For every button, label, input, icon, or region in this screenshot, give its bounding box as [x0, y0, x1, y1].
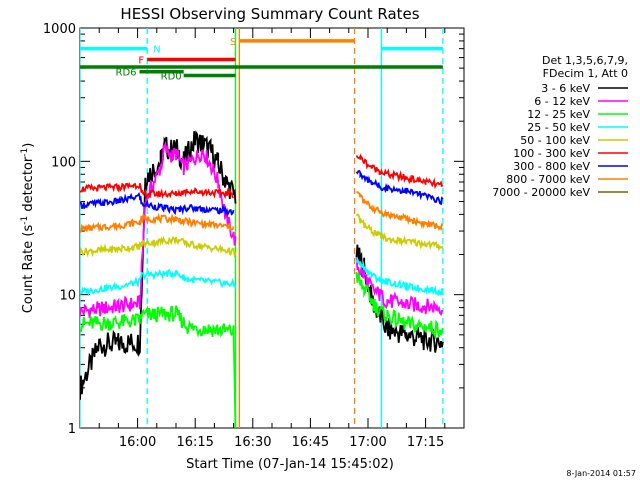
x-tick-label: 16:00 — [119, 435, 156, 450]
chart-title: HESSI Observing Summary Count Rates — [120, 5, 419, 23]
plot-area: 1 10 100 1000 16:00 16:15 16:30 16:45 17:00 17:15… — [43, 22, 465, 450]
legend-label: 7000 - 20000 keV — [492, 186, 590, 199]
y-tick-label: 1000 — [43, 22, 76, 37]
y-tick-label: 100 — [51, 155, 76, 170]
x-tick-label: 16:15 — [176, 435, 213, 450]
y-axis-label-b: detector — [21, 156, 36, 216]
series-line — [80, 191, 444, 233]
legend-label: 3 - 6 keV — [541, 82, 590, 95]
plot-frame — [79, 27, 465, 429]
y-axis-label-sup2: -1 — [20, 148, 30, 157]
legend-label: 6 - 12 keV — [534, 95, 590, 108]
series-line — [80, 213, 444, 259]
legend-label: 12 - 25 keV — [527, 108, 590, 121]
y-axis-label-a: Count Rate (s — [21, 225, 36, 314]
legend: Det 1,3,5,6,7,9, FDecim 1, Att 0 3 - 6 k… — [492, 54, 628, 199]
series-line — [80, 169, 444, 217]
legend-label: 300 - 800 keV — [513, 160, 590, 173]
y-tick-label: 10 — [59, 289, 76, 304]
legend-label: 100 - 300 keV — [513, 147, 590, 160]
series-line — [80, 152, 444, 200]
series-line — [80, 256, 444, 297]
interval-label: S — [230, 37, 236, 48]
x-tick-label: 16:45 — [292, 435, 329, 450]
legend-label: 50 - 100 keV — [520, 134, 590, 147]
plot-clipped — [80, 28, 444, 428]
interval-label: F — [138, 56, 144, 67]
x-axis-label: Start Time (07-Jan-14 15:45:02) — [186, 457, 394, 472]
legend-label: 25 - 50 keV — [527, 121, 590, 134]
plot-timestamp: 8-Jan-2014 01:57 — [566, 469, 636, 478]
x-tick-label: 17:00 — [349, 435, 386, 450]
interval-label: RD0 — [161, 72, 182, 83]
legend-header-line2: FDecim 1, Att 0 — [543, 67, 628, 80]
x-tick-label: 16:30 — [234, 435, 271, 450]
x-tick-label: 17:15 — [407, 435, 444, 450]
legend-header-line1: Det 1,3,5,6,7,9, — [542, 54, 628, 67]
y-axis-label-sup1: -1 — [20, 216, 30, 225]
interval-label: N — [153, 45, 160, 56]
y-axis-label: Count Rate (s-1 detector-1) — [20, 143, 36, 314]
y-tick-label: 1 — [68, 422, 76, 437]
series-line — [80, 140, 444, 319]
legend-label: 800 - 7000 keV — [506, 173, 590, 186]
interval-label: RD6 — [116, 68, 137, 79]
y-axis-label-c: ) — [21, 143, 36, 148]
series-line — [80, 271, 444, 428]
